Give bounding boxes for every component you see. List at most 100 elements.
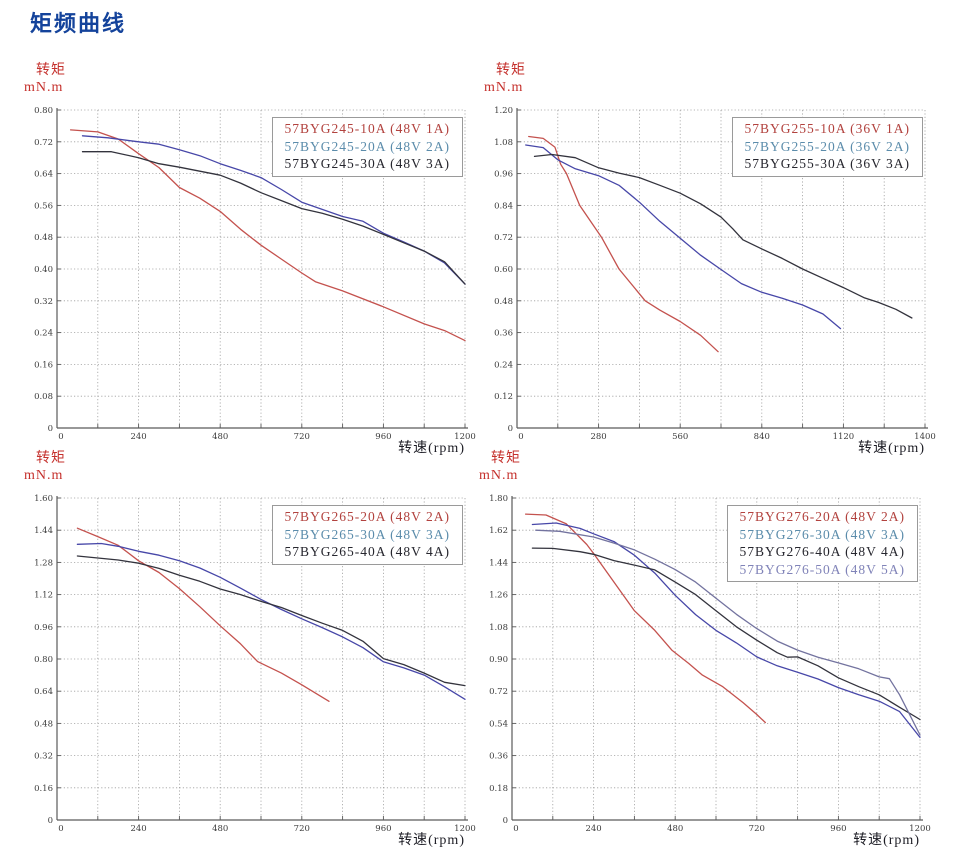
svg-text:480: 480 bbox=[667, 824, 683, 834]
svg-text:0.18: 0.18 bbox=[489, 784, 508, 794]
legend: 57BYG255-10A (36V 1A) 57BYG255-20A (36V 2… bbox=[731, 117, 923, 177]
svg-text:0: 0 bbox=[518, 432, 523, 442]
svg-text:0.24: 0.24 bbox=[494, 360, 513, 370]
grid-lines bbox=[512, 497, 921, 820]
y-axis-unit: mN.m bbox=[484, 80, 524, 95]
legend-entry: 57BYG265-20A (48V 2A) bbox=[284, 509, 450, 524]
legend-entry: 57BYG255-30A (36V 3A) bbox=[744, 156, 910, 171]
curve-57BYG255-30A bbox=[533, 153, 913, 319]
svg-text:280: 280 bbox=[590, 432, 606, 442]
svg-text:240: 240 bbox=[130, 432, 146, 442]
legend: 57BYG265-20A (48V 2A) 57BYG265-30A (48V 3… bbox=[271, 505, 463, 565]
x-axis-label: 转速(rpm) bbox=[398, 441, 465, 456]
axes bbox=[511, 496, 923, 821]
y-axis-unit: mN.m bbox=[479, 468, 519, 483]
svg-text:1.28: 1.28 bbox=[34, 558, 53, 568]
svg-text:1.26: 1.26 bbox=[489, 591, 508, 601]
svg-text:0.32: 0.32 bbox=[34, 297, 53, 307]
svg-text:0.84: 0.84 bbox=[494, 201, 513, 211]
svg-text:0.72: 0.72 bbox=[494, 233, 513, 243]
curve-57BYG245-20A bbox=[81, 135, 466, 285]
svg-text:480: 480 bbox=[212, 432, 228, 442]
axes bbox=[56, 496, 468, 821]
svg-text:1.80: 1.80 bbox=[489, 494, 508, 504]
y-axis-label: 转矩 mN.m bbox=[24, 62, 66, 96]
curve-57BYG276-50A bbox=[535, 529, 921, 736]
grid-lines bbox=[57, 497, 466, 820]
legend-entry: 57BYG276-30A (48V 3A) bbox=[739, 526, 905, 542]
svg-text:1.44: 1.44 bbox=[489, 558, 508, 568]
svg-text:0.80: 0.80 bbox=[34, 655, 53, 665]
svg-text:0.48: 0.48 bbox=[494, 297, 513, 307]
svg-text:560: 560 bbox=[672, 432, 688, 442]
curve-57BYG255-20A bbox=[525, 144, 842, 330]
svg-text:960: 960 bbox=[375, 432, 391, 442]
legend-entry: 57BYG255-20A (36V 2A) bbox=[744, 138, 910, 154]
svg-text:1120: 1120 bbox=[833, 432, 855, 442]
svg-text:0.96: 0.96 bbox=[34, 623, 53, 633]
svg-text:840: 840 bbox=[754, 432, 770, 442]
x-axis-label: 转速(rpm) bbox=[853, 833, 920, 848]
y-axis-label-line1: 转矩 bbox=[36, 451, 66, 466]
svg-text:0: 0 bbox=[58, 432, 63, 442]
y-axis-label: 转矩 mN.m bbox=[24, 450, 66, 484]
svg-text:1.62: 1.62 bbox=[489, 526, 508, 536]
curve-57BYG245-10A bbox=[69, 129, 466, 342]
svg-text:0.60: 0.60 bbox=[494, 265, 513, 275]
legend-entry: 57BYG245-20A (48V 2A) bbox=[284, 138, 450, 154]
svg-text:0.54: 0.54 bbox=[489, 719, 508, 729]
curve-57BYG276-40A bbox=[531, 547, 921, 721]
svg-text:1.12: 1.12 bbox=[34, 591, 53, 601]
curve-57BYG245-30A bbox=[81, 151, 466, 285]
svg-text:1.20: 1.20 bbox=[494, 106, 513, 116]
tick-labels: 0 0.16 0.32 0.48 0.64 0.80 0.96 1.12 1.28 1.44 1.6… bbox=[34, 494, 476, 834]
tick-labels: 0 0.18 0.36 0.54 0.72 0.90 1.08 1.26 1.44 1.62 1.8… bbox=[489, 494, 931, 834]
x-axis-label: 转速(rpm) bbox=[858, 441, 925, 456]
svg-text:1200: 1200 bbox=[454, 432, 476, 442]
y-axis-unit: mN.m bbox=[24, 468, 64, 483]
plot-canvas-57BYG265: 0 0.16 0.32 0.48 0.64 0.80 0.96 1.12 1.28 1.44 1.6… bbox=[34, 494, 476, 834]
y-axis-label-line1: 转矩 bbox=[496, 63, 526, 78]
axes bbox=[516, 108, 928, 429]
curve-57BYG265-40A bbox=[76, 555, 466, 687]
legend-entry: 57BYG276-40A (48V 4A) bbox=[739, 544, 905, 559]
svg-text:0.36: 0.36 bbox=[489, 752, 508, 762]
svg-text:720: 720 bbox=[294, 824, 310, 834]
svg-text:720: 720 bbox=[294, 432, 310, 442]
y-axis-label-line1: 转矩 bbox=[491, 451, 521, 466]
chart-57byg255: 转矩 mN.m 转速(rpm) 0 0.12 0.24 0.36 0.48 0.60 0.72… bbox=[470, 58, 945, 460]
chart-57byg265: 转矩 mN.m 转速(rpm) 0 0.16 0.32 0.48 0.64 0.80 0.96… bbox=[10, 446, 485, 848]
legend-entry: 57BYG265-30A (48V 3A) bbox=[284, 526, 450, 542]
legend-entry: 57BYG265-40A (48V 4A) bbox=[284, 544, 450, 559]
svg-text:0.16: 0.16 bbox=[34, 360, 53, 370]
svg-text:1.08: 1.08 bbox=[489, 623, 508, 633]
axes bbox=[56, 108, 468, 429]
svg-text:0.08: 0.08 bbox=[34, 392, 53, 402]
svg-text:0.90: 0.90 bbox=[489, 655, 508, 665]
tick-labels: 0 0.08 0.16 0.24 0.32 0.40 0.48 0.56 0.64 0.72 0.8… bbox=[34, 106, 476, 442]
svg-text:0.56: 0.56 bbox=[34, 201, 53, 211]
curve-57BYG255-10A bbox=[528, 135, 719, 353]
y-axis-label: 转矩 mN.m bbox=[479, 450, 521, 484]
svg-text:240: 240 bbox=[130, 824, 146, 834]
chart-57byg276: 转矩 mN.m 转速(rpm) 0 0.18 0.36 0.54 0.72 0.90 1.08… bbox=[465, 446, 940, 848]
svg-text:0.48: 0.48 bbox=[34, 233, 53, 243]
legend-entry: 57BYG255-10A (36V 1A) bbox=[744, 121, 910, 136]
svg-text:720: 720 bbox=[749, 824, 765, 834]
legend-entry: 57BYG276-50A (48V 5A) bbox=[739, 561, 905, 577]
x-axis-label: 转速(rpm) bbox=[398, 833, 465, 848]
svg-text:0: 0 bbox=[513, 824, 518, 834]
curve-57BYG276-30A bbox=[531, 522, 921, 739]
svg-text:0.64: 0.64 bbox=[34, 687, 53, 697]
svg-text:0: 0 bbox=[48, 424, 53, 434]
svg-text:0.16: 0.16 bbox=[34, 784, 53, 794]
svg-text:0.72: 0.72 bbox=[489, 687, 508, 697]
svg-text:960: 960 bbox=[375, 824, 391, 834]
svg-text:0.40: 0.40 bbox=[34, 265, 53, 275]
page-title: 矩频曲线 bbox=[30, 11, 127, 36]
curve-57BYG265-30A bbox=[76, 542, 466, 700]
tick-labels: 0 0.12 0.24 0.36 0.48 0.60 0.72 0.84 0.96 1.08 1.2… bbox=[494, 106, 936, 442]
svg-text:1200: 1200 bbox=[909, 824, 931, 834]
svg-text:0.64: 0.64 bbox=[34, 170, 53, 180]
chart-57byg245: 转矩 mN.m 转速(rpm) 0 0.08 0.16 0.24 0.32 0.40 0.48… bbox=[10, 58, 485, 460]
